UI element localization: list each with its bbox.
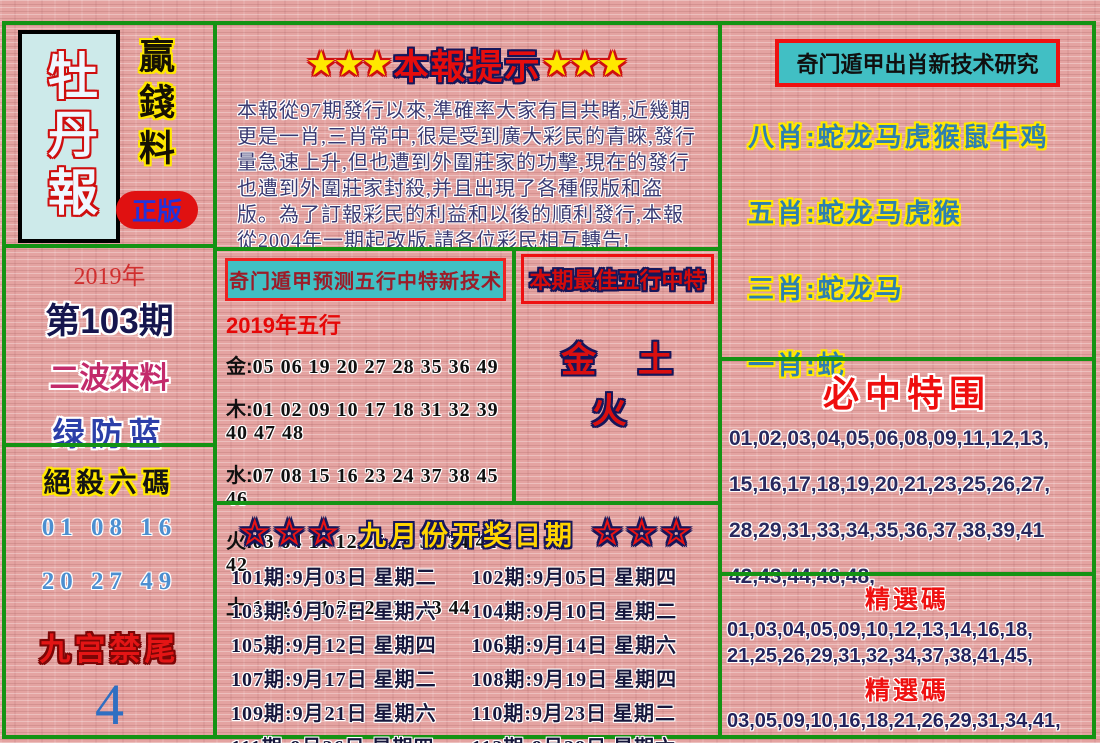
element-numbers: 05 06 19 20 27 28 35 36 49: [252, 356, 499, 378]
element-row-fire: 火:03 04 11 12 25 26 33 34 41 42: [226, 525, 512, 577]
date-cell: 105期:9月12日 星期四: [231, 635, 437, 657]
selected-codes-line: 21,25,26,29,31,32,34,37,38,41,45,: [727, 645, 1033, 667]
date-cell: 109期:9月21日 星期六: [231, 703, 437, 725]
zodiac-line-one: 一肖:蛇: [748, 350, 847, 380]
zodiac-line-three: 三肖:蛇龙马: [748, 274, 905, 304]
issue-number: 第103期: [45, 302, 174, 341]
element-label: 火:: [226, 531, 253, 553]
masthead-logo-box: 牡丹報: [18, 30, 120, 243]
zodiac-lines: 八肖:蛇龙马虎猴鼠牛鸡 五肖:蛇龙马虎猴 三肖:蛇龙马 一肖:蛇: [748, 117, 1092, 382]
element-label: 木:: [226, 399, 253, 421]
element-row-earth: 土:13 14 21 22 29 30 43 44: [226, 591, 512, 620]
notice-header: ★★★ 本報提示 ★★★: [217, 39, 718, 90]
hollow-star-icons-left: ☆☆☆: [239, 514, 343, 552]
five-elements-rows: 金:05 06 19 20 27 28 35 36 49 木:01 02 09 …: [226, 350, 512, 620]
notice-body: 本報從97期發行以來,準確率大家有目共睹,近幾期更是一肖,三肖常中,很是受到廣大…: [237, 100, 696, 252]
selected-codes-line: 01,03,04,05,09,10,12,13,14,16,18,: [727, 619, 1033, 641]
element-row-wood: 木:01 02 09 10 17 18 31 32 39 40 47 48: [226, 393, 512, 445]
hollow-star-icons-right: ☆☆☆: [592, 514, 696, 552]
date-cell: 103期:9月07日 星期六: [231, 601, 437, 623]
five-elements-subtitle: 2019年五行: [226, 313, 341, 338]
date-cell: 104期:9月10日 星期二: [471, 601, 678, 623]
wave-title: 二波來料: [49, 362, 170, 395]
must-hit-line: 42,43,44,46,48,: [729, 565, 875, 588]
selected-codes-section: 精選碼 01,03,04,05,09,10,12,13,14,16,18, 21…: [718, 572, 1096, 739]
star-icons-left: ★★★: [307, 48, 392, 81]
zodiac-research-title-box: 奇门遁甲出肖新技术研究: [775, 39, 1060, 87]
must-hit-line: 28,29,31,33,34,35,36,37,38,39,41: [729, 519, 1045, 542]
must-hit-title: 必中特围: [822, 373, 991, 414]
selected-codes-title-2: 精選碼: [864, 677, 949, 705]
element-label: 金:: [226, 356, 253, 378]
element-numbers: 03 04 11 12 25 26 33 34 41 42: [226, 531, 498, 576]
element-label: 土:: [226, 597, 253, 619]
nine-palace-value: 4: [95, 672, 124, 737]
notice-title: 本報提示: [393, 48, 542, 87]
date-cell: 111期:9月26日 星期四: [231, 731, 472, 743]
draw-dates-section: ☆☆☆ 九月份开奖日期 ☆☆☆ 101期:9月03日 星期二 102期:9月05…: [213, 501, 722, 743]
must-hit-line: 01,02,03,04,05,06,08,09,11,12,13,: [729, 427, 1049, 450]
selected-codes-line: 03,05,09,10,16,18,21,26,29,31,34,41,: [727, 710, 1061, 732]
date-cell: 108期:9月19日 星期四: [471, 669, 678, 691]
element-label: 水:: [226, 465, 253, 487]
must-hit-line: 15,16,17,18,19,20,21,23,25,26,27,: [729, 473, 1051, 496]
element-numbers: 13 14 21 22 29 30 43 44: [252, 597, 471, 619]
date-cell: 110期:9月23日 星期二: [471, 703, 677, 725]
draw-dates-title: 九月份开奖日期: [359, 520, 576, 551]
best-elements-value: 金 土 火: [561, 341, 689, 431]
masthead-section: 牡丹報 贏錢料 正版: [2, 21, 217, 248]
kill-six-row2: 20 27 49: [41, 568, 178, 595]
zodiac-line-eight: 八肖:蛇龙马虎猴鼠牛鸡: [748, 122, 1050, 152]
kill-six-title: 絕殺六碼: [43, 468, 176, 498]
element-numbers: 01 02 09 10 17 18 31 32 39 40 47 48: [226, 399, 499, 444]
element-row-water: 水:07 08 15 16 23 24 37 38 45 46: [226, 459, 512, 511]
best-elements-title-box: 本期最佳五行中特: [521, 254, 714, 304]
nine-palace-title: 九宫禁尾: [39, 632, 180, 667]
kill-six-section: 絕殺六碼 01 08 16 20 27 49 九宫禁尾 4: [2, 443, 217, 739]
authentic-badge: 正版: [116, 191, 198, 229]
star-icons-right: ★★★: [543, 48, 628, 81]
date-cell: 102期:9月05日 星期四: [471, 567, 678, 589]
element-row-metal: 金:05 06 19 20 27 28 35 36 49: [226, 350, 512, 379]
kill-six-row1: 01 08 16: [41, 514, 178, 541]
best-elements-section: 本期最佳五行中特 金 土 火: [512, 247, 722, 505]
date-cell: 106期:9月14日 星期六: [471, 635, 678, 657]
five-elements-box-title: 奇门遁甲预测五行中特新技术: [225, 258, 506, 301]
date-cell: 112期:9月28日 星期六: [472, 731, 713, 743]
date-cell: 101期:9月03日 星期二: [231, 567, 437, 589]
selected-codes-title-1: 精選碼: [864, 586, 949, 614]
issue-section: 2019年 第103期 二波來料 绿防蓝: [2, 244, 217, 452]
draw-dates-table: 101期:9月03日 星期二 102期:9月05日 星期四 103期:9月07日…: [231, 561, 712, 743]
notice-section: ★★★ 本報提示 ★★★ 本報從97期發行以來,準確率大家有目共睹,近幾期更是一…: [213, 21, 722, 252]
zodiac-research-section: 奇门遁甲出肖新技术研究 八肖:蛇龙马虎猴鼠牛鸡 五肖:蛇龙马虎猴 三肖:蛇龙马 …: [718, 21, 1096, 380]
must-hit-numbers: 01,02,03,04,05,06,08,09,11,12,13, 15,16,…: [729, 427, 1092, 589]
zodiac-line-five: 五肖:蛇龙马虎猴: [748, 198, 963, 228]
must-hit-section: 必中特围 01,02,03,04,05,06,08,09,11,12,13, 1…: [718, 357, 1096, 588]
masthead-title: 牡丹報: [41, 49, 97, 224]
five-elements-section: 奇门遁甲预测五行中特新技术 2019年五行 金:05 06 19 20 27 2…: [213, 247, 516, 619]
draw-dates-header: ☆☆☆ 九月份开奖日期 ☆☆☆: [217, 513, 718, 553]
issue-year: 2019年: [73, 264, 146, 290]
date-cell: 107期:9月17日 星期二: [231, 669, 437, 691]
best-elements-title: 本期最佳五行中特: [529, 268, 706, 293]
masthead-subtitle: 贏錢料: [134, 37, 175, 175]
